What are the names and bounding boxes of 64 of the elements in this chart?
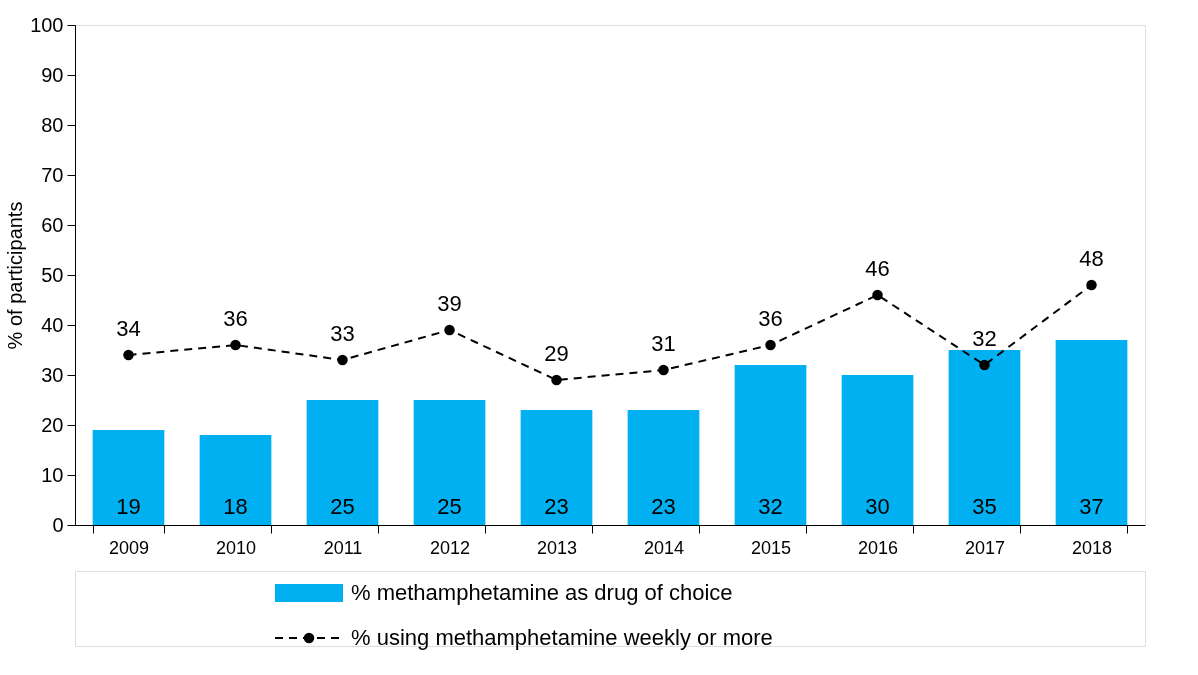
point bbox=[979, 359, 990, 371]
bar bbox=[199, 435, 272, 525]
data-label: 32 bbox=[972, 326, 997, 351]
x-tick-label: 2017 bbox=[964, 537, 1006, 558]
point bbox=[337, 354, 348, 366]
bar bbox=[1055, 340, 1128, 525]
point bbox=[551, 374, 562, 386]
bar bbox=[627, 410, 700, 525]
point bbox=[872, 289, 883, 301]
data-label: 18 bbox=[223, 494, 248, 519]
y-tick-label: 100 bbox=[30, 13, 64, 36]
data-label: 35 bbox=[972, 494, 997, 519]
y-tick-label: 30 bbox=[41, 363, 64, 386]
bar bbox=[92, 430, 165, 525]
data-label: 46 bbox=[865, 256, 890, 281]
data-label: 19 bbox=[116, 494, 141, 519]
data-label: 36 bbox=[223, 306, 248, 331]
point bbox=[123, 349, 134, 361]
y-tick-label: 0 bbox=[52, 513, 64, 536]
data-label: 23 bbox=[651, 494, 676, 519]
bar bbox=[413, 400, 486, 525]
point bbox=[444, 324, 455, 336]
data-label: 48 bbox=[1079, 246, 1104, 271]
data-label: 30 bbox=[865, 494, 890, 519]
x-tick-label: 2018 bbox=[1071, 537, 1113, 558]
data-label: 29 bbox=[544, 341, 569, 366]
y-axis-title: % of participants bbox=[4, 201, 27, 350]
point bbox=[1086, 279, 1097, 291]
point bbox=[658, 364, 669, 376]
data-label: 25 bbox=[330, 494, 355, 519]
data-label: 23 bbox=[544, 494, 569, 519]
x-tick-label: 2012 bbox=[429, 537, 471, 558]
bar bbox=[306, 400, 379, 525]
x-tick-label: 2016 bbox=[857, 537, 899, 558]
y-tick-label: 80 bbox=[41, 113, 64, 136]
y-tick-label: 10 bbox=[41, 463, 64, 486]
x-tick-label: 2014 bbox=[643, 537, 685, 558]
legend-label: % using methamphetamine weekly or more bbox=[351, 625, 773, 650]
y-tick-label: 20 bbox=[41, 413, 64, 436]
legend-label: % methamphetamine as drug of choice bbox=[351, 580, 733, 605]
bar bbox=[841, 375, 914, 525]
x-tick-label: 2011 bbox=[323, 537, 363, 558]
data-label: 39 bbox=[437, 291, 462, 316]
y-tick-label: 90 bbox=[41, 63, 64, 86]
y-tick-label: 50 bbox=[41, 263, 64, 286]
y-tick-label: 40 bbox=[41, 313, 64, 336]
x-tick-label: 2013 bbox=[536, 537, 578, 558]
data-label: 33 bbox=[330, 321, 355, 346]
data-label: 25 bbox=[437, 494, 462, 519]
data-label: 34 bbox=[116, 316, 141, 341]
bar bbox=[948, 350, 1021, 525]
x-tick-label: 2015 bbox=[750, 537, 792, 558]
bar bbox=[520, 410, 593, 525]
data-label: 31 bbox=[651, 331, 676, 356]
data-label: 37 bbox=[1079, 494, 1104, 519]
point bbox=[230, 339, 241, 351]
y-tick-label: 60 bbox=[41, 213, 64, 236]
point bbox=[765, 339, 776, 351]
data-label: 36 bbox=[758, 306, 783, 331]
data-label: 32 bbox=[758, 494, 783, 519]
bar bbox=[734, 365, 807, 525]
x-tick-label: 2009 bbox=[108, 537, 150, 558]
x-tick-label: 2010 bbox=[215, 537, 257, 558]
y-tick-label: 70 bbox=[41, 163, 64, 186]
